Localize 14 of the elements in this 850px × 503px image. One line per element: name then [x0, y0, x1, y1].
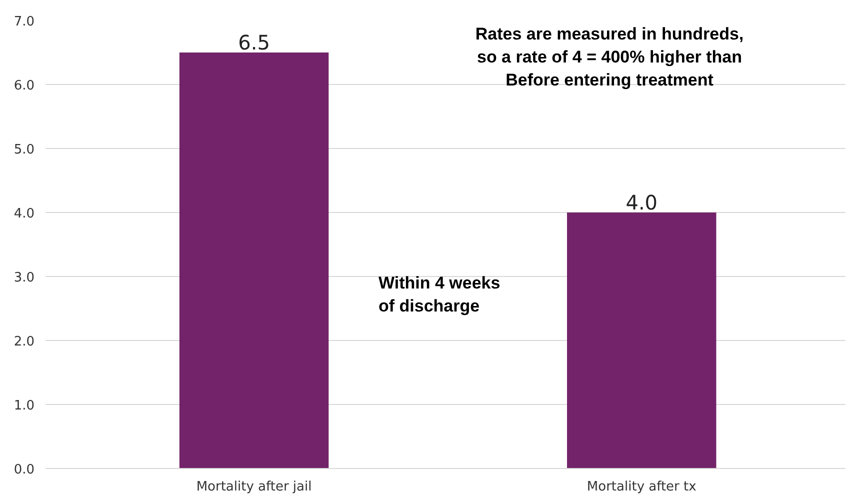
y-tick-label: 0.0: [14, 462, 35, 478]
y-tick-label: 3.0: [14, 270, 35, 286]
y-tick-label: 7.0: [14, 14, 35, 30]
x-tick-label: Mortality after jail: [196, 480, 312, 494]
y-tick-label: 6.0: [14, 78, 35, 94]
y-tick-label: 5.0: [14, 142, 35, 158]
y-tick-label: 1.0: [14, 398, 35, 414]
x-tick-label: Mortality after tx: [586, 480, 697, 494]
data-label: 4.0: [626, 190, 658, 214]
annotation: Within 4 weeks of discharge: [378, 274, 500, 316]
y-tick-label: 4.0: [14, 206, 35, 222]
data-label: 6.5: [238, 30, 270, 54]
annotation: Rates are measured in hundreds, so a rate of 4 = 400% higher than Before entering treatment: [475, 24, 744, 90]
y-tick-label: 2.0: [14, 334, 35, 350]
